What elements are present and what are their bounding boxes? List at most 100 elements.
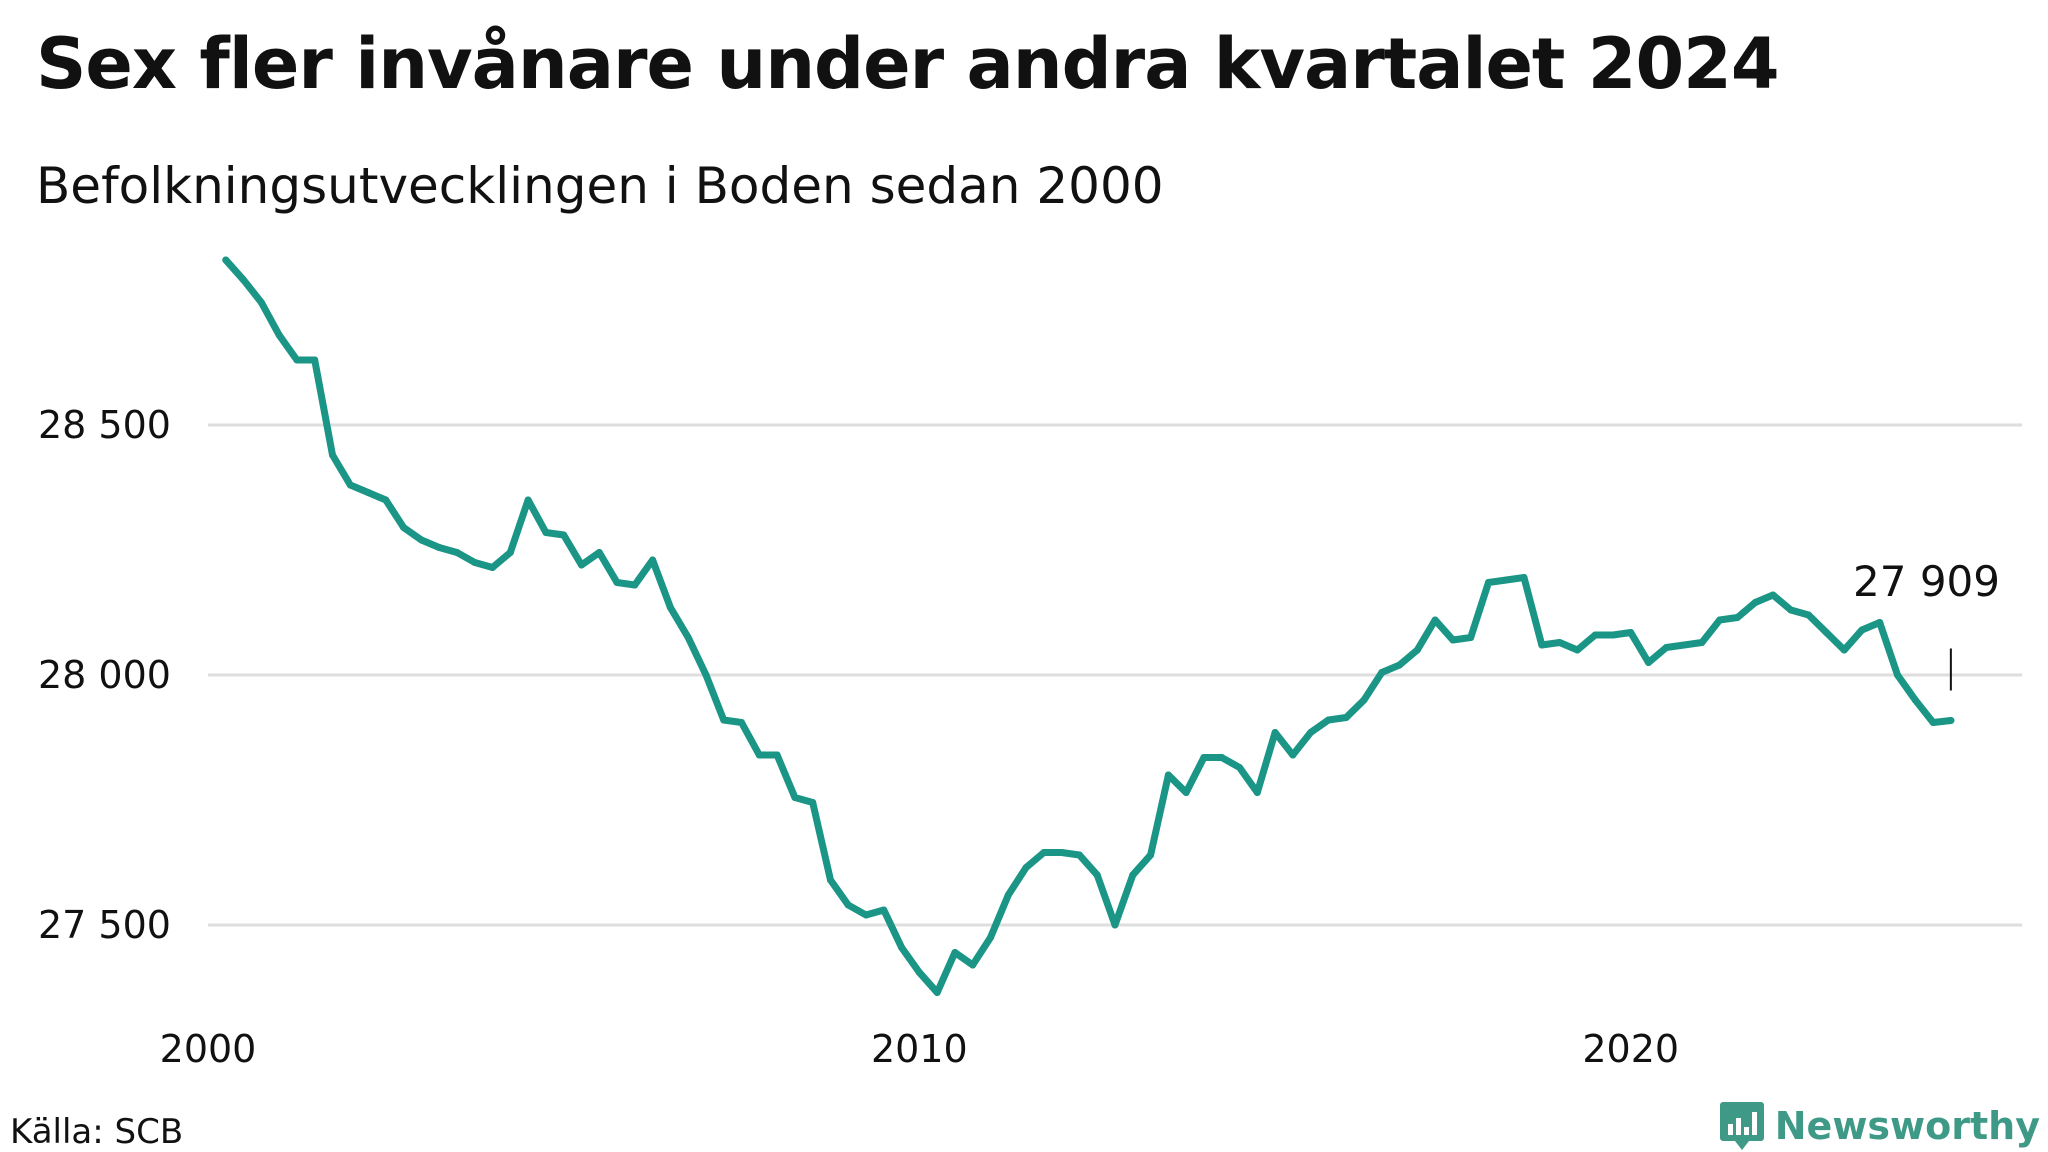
data-point [364, 489, 372, 496]
data-point [738, 719, 746, 726]
data-point [791, 794, 799, 801]
data-point [453, 549, 461, 556]
chart-subtitle: Befolkningsutvecklingen i Boden sedan 20… [36, 157, 1164, 215]
data-point [1627, 629, 1635, 636]
data-point [844, 901, 852, 909]
data-point [1538, 641, 1546, 649]
data-point [1058, 849, 1066, 856]
x-axis-ticks: 2000 2010 2020 [160, 1027, 1679, 1071]
data-point [489, 564, 497, 571]
data-point [1573, 646, 1581, 654]
data-point [275, 331, 283, 339]
data-point [1182, 789, 1190, 796]
x-tick-label: 2020 [1582, 1027, 1679, 1071]
y-tick-label: 27 500 [38, 903, 171, 947]
brand-logo[interactable]: Newsworthy [1719, 1100, 2040, 1152]
data-point [1484, 579, 1492, 586]
data-point [542, 529, 550, 536]
data-point [773, 751, 781, 759]
data-point [1022, 864, 1030, 871]
data-point [1413, 646, 1421, 654]
data-point [649, 556, 657, 564]
data-point [400, 524, 408, 531]
data-point [1947, 717, 1955, 724]
data-point [1894, 671, 1902, 679]
brand-name: Newsworthy [1774, 1104, 2040, 1148]
data-point [293, 356, 301, 364]
data-point [1075, 851, 1083, 859]
data-point [577, 561, 585, 569]
data-point [1360, 696, 1368, 704]
data-point [1822, 629, 1830, 636]
data-point [1093, 871, 1101, 879]
data-point [720, 716, 728, 724]
data-point [417, 536, 425, 544]
data-point [613, 579, 621, 586]
data-point [1307, 729, 1315, 736]
data-point [1004, 891, 1012, 899]
data-point [1698, 639, 1706, 646]
data-point [1502, 576, 1510, 584]
data-point [1271, 729, 1279, 736]
source-note: Källa: SCB [10, 1112, 184, 1152]
data-point [951, 949, 959, 956]
data-point [1911, 696, 1919, 704]
data-point [1769, 591, 1777, 599]
data-point [1645, 659, 1653, 666]
data-point [1662, 644, 1670, 651]
data-point [1556, 639, 1564, 646]
gridlines [208, 423, 2022, 927]
data-point [809, 799, 817, 806]
data-point [1858, 626, 1866, 634]
data-point [826, 876, 834, 884]
data-point [1929, 719, 1937, 726]
data-point [1164, 771, 1172, 779]
data-point [435, 544, 443, 551]
data-point [471, 559, 479, 566]
data-point [1129, 871, 1137, 879]
data-point [328, 451, 336, 459]
end-value-label: 27 909 [1853, 557, 2000, 606]
data-point [631, 581, 639, 589]
data-point [915, 969, 923, 976]
data-point [684, 634, 692, 641]
data-point [1449, 636, 1457, 644]
series-line [222, 256, 1955, 996]
data-point [1235, 764, 1243, 771]
data-point [1040, 849, 1048, 856]
data-point [987, 934, 995, 941]
data-point [755, 751, 763, 759]
data-point [1716, 616, 1724, 624]
data-point [311, 356, 319, 364]
data-point [1751, 599, 1759, 606]
data-point [969, 961, 977, 969]
data-point [382, 496, 390, 504]
series-layer [222, 256, 1955, 996]
data-point [702, 671, 710, 679]
chart-title: Sex fler invånare under andra kvartalet … [36, 23, 1780, 105]
data-point [1431, 616, 1439, 624]
data-point [1218, 754, 1226, 761]
data-point [506, 549, 514, 556]
x-tick-label: 2000 [160, 1027, 257, 1071]
data-point [560, 531, 568, 539]
data-point [1111, 921, 1119, 929]
data-point [1609, 631, 1617, 639]
data-point [1342, 714, 1350, 721]
data-point [1200, 754, 1208, 761]
data-point [346, 481, 354, 489]
data-point [880, 906, 888, 914]
data-point [1733, 614, 1741, 621]
y-tick-label: 28 500 [38, 403, 171, 447]
data-point [1378, 669, 1386, 676]
annotations: 27 909 [1853, 557, 2000, 691]
data-point [933, 989, 941, 996]
x-tick-label: 2010 [871, 1027, 968, 1071]
data-point [1787, 606, 1795, 614]
data-point [1680, 641, 1688, 649]
data-point [862, 911, 870, 919]
data-point [240, 276, 248, 284]
data-point [1876, 619, 1884, 626]
data-point [595, 549, 603, 556]
